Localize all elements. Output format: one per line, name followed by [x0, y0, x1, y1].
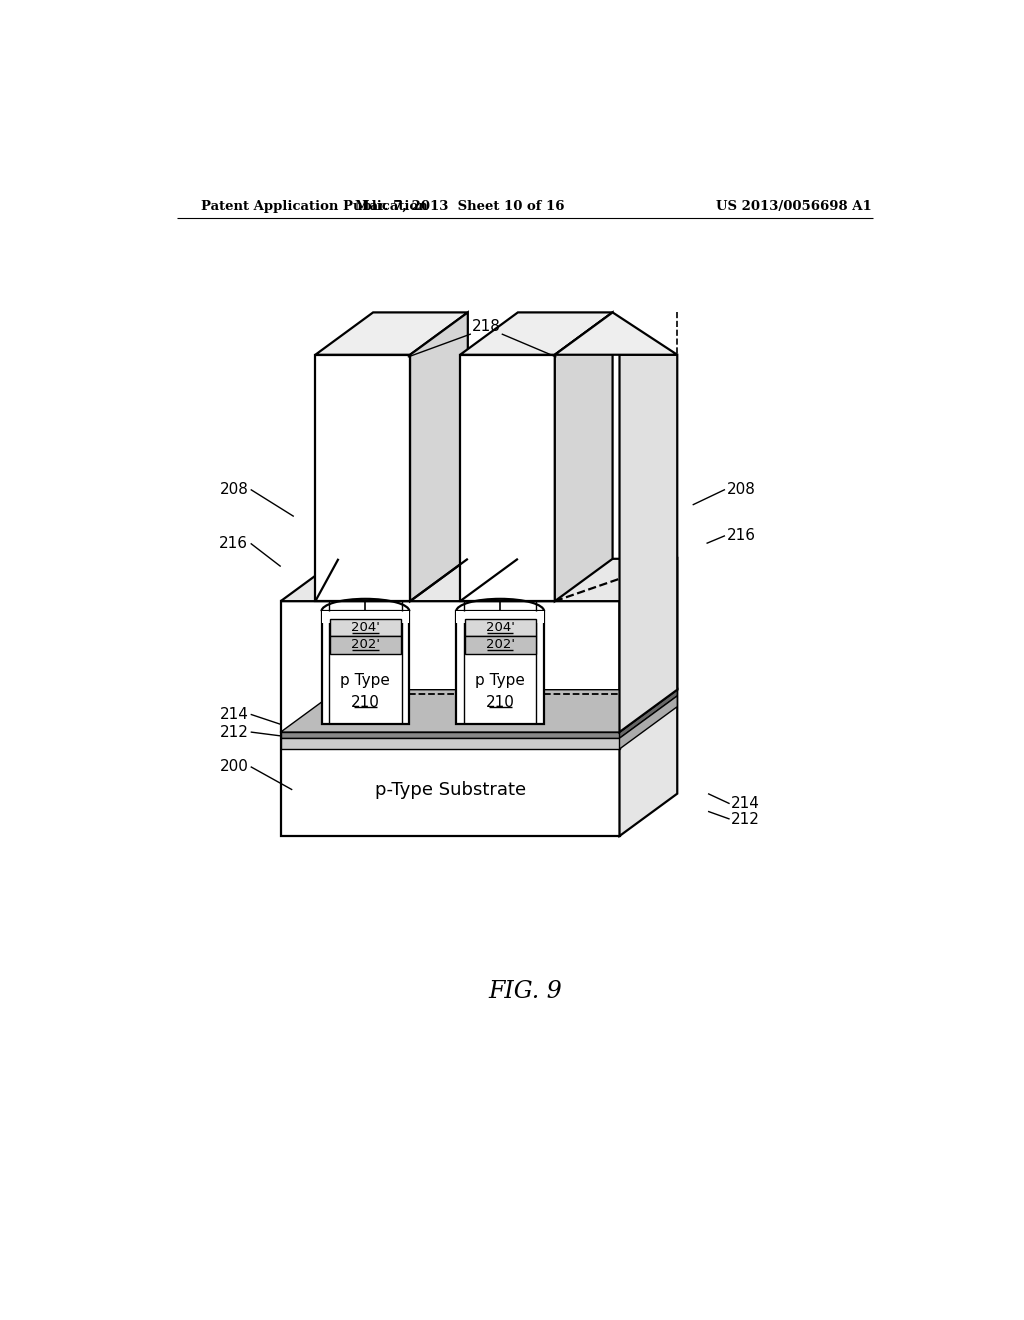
- Polygon shape: [465, 619, 536, 636]
- Text: 208: 208: [727, 482, 756, 498]
- Polygon shape: [281, 601, 620, 733]
- Polygon shape: [457, 611, 544, 623]
- Polygon shape: [620, 558, 677, 733]
- Text: p-Type Substrate: p-Type Substrate: [375, 781, 525, 799]
- Polygon shape: [460, 313, 612, 355]
- Polygon shape: [457, 611, 544, 725]
- Polygon shape: [315, 313, 468, 355]
- Text: 202': 202': [351, 638, 380, 651]
- Text: Mar. 7, 2013  Sheet 10 of 16: Mar. 7, 2013 Sheet 10 of 16: [355, 199, 565, 213]
- Text: 212: 212: [731, 812, 760, 826]
- Polygon shape: [322, 611, 410, 725]
- Polygon shape: [281, 558, 677, 601]
- Text: 218: 218: [472, 318, 501, 334]
- Text: 214: 214: [731, 796, 760, 812]
- Text: 210: 210: [485, 694, 515, 710]
- Text: Patent Application Publication: Patent Application Publication: [202, 199, 428, 213]
- Text: 208: 208: [219, 482, 249, 498]
- Polygon shape: [555, 313, 612, 601]
- Polygon shape: [620, 355, 677, 733]
- Text: p Type: p Type: [475, 673, 525, 688]
- Text: 216: 216: [727, 528, 757, 544]
- Text: FIG. 9: FIG. 9: [487, 979, 562, 1003]
- Text: US 2013/0056698 A1: US 2013/0056698 A1: [716, 199, 871, 213]
- Polygon shape: [330, 636, 400, 653]
- Polygon shape: [281, 733, 620, 738]
- Polygon shape: [410, 313, 468, 601]
- Text: 200: 200: [219, 759, 249, 775]
- Polygon shape: [281, 733, 620, 836]
- Polygon shape: [460, 355, 555, 601]
- Text: 212: 212: [219, 725, 249, 739]
- Polygon shape: [322, 611, 410, 623]
- Text: 202': 202': [485, 638, 515, 651]
- Text: 204': 204': [351, 620, 380, 634]
- Polygon shape: [465, 636, 536, 653]
- Text: 216: 216: [219, 536, 249, 550]
- Text: 204': 204': [485, 620, 515, 634]
- Text: p Type: p Type: [340, 673, 390, 688]
- Text: 210: 210: [351, 694, 380, 710]
- Polygon shape: [281, 738, 620, 748]
- Polygon shape: [281, 689, 677, 733]
- Polygon shape: [620, 689, 677, 738]
- Polygon shape: [330, 619, 400, 636]
- Polygon shape: [315, 355, 410, 601]
- Polygon shape: [555, 313, 677, 355]
- Polygon shape: [620, 689, 677, 836]
- Text: 214: 214: [219, 706, 249, 722]
- Polygon shape: [620, 696, 677, 748]
- Polygon shape: [281, 689, 677, 733]
